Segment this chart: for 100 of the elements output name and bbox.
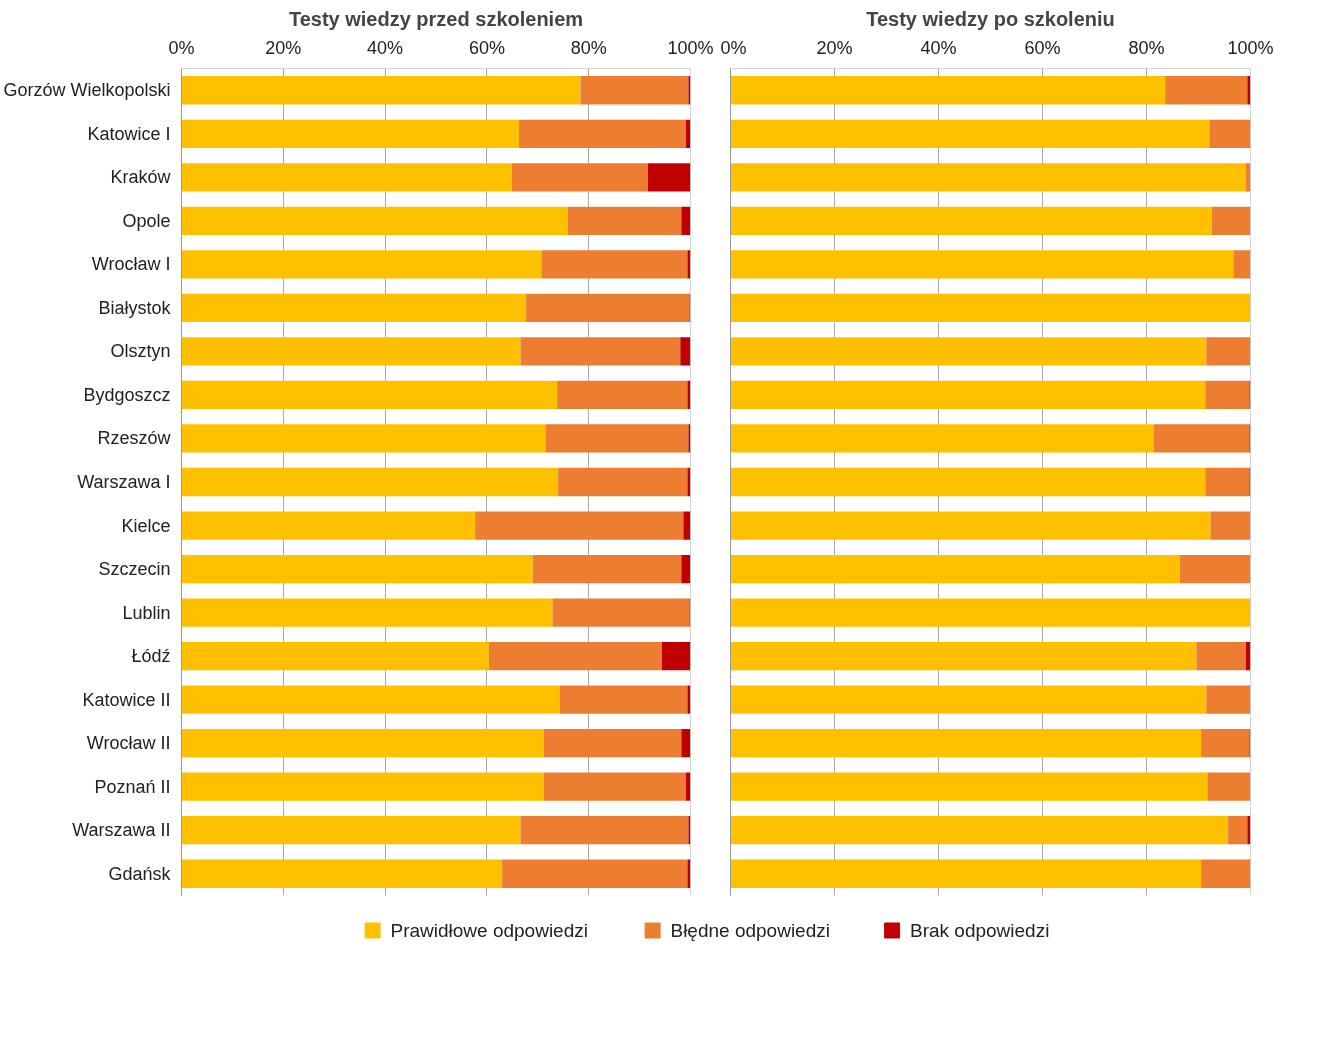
y-tick-label: Kraków xyxy=(110,167,172,188)
bar xyxy=(181,685,560,714)
y-tick-label: Szczecin xyxy=(98,559,171,580)
bar xyxy=(181,554,533,584)
x-tick-label: 40% xyxy=(920,37,957,58)
bar xyxy=(518,119,686,148)
x-tick-label: 0% xyxy=(720,37,747,58)
bar xyxy=(567,206,682,235)
x-tick-label: 80% xyxy=(570,37,607,58)
bar xyxy=(181,467,559,497)
bar xyxy=(730,816,1229,845)
bar xyxy=(545,424,689,453)
chart-title: Testy wiedzy przed szkoleniem xyxy=(288,7,584,30)
bar xyxy=(730,293,1251,323)
x-tick-label: 100% xyxy=(1227,37,1274,58)
bar xyxy=(181,816,521,845)
bar xyxy=(181,119,519,148)
y-tick-label: Opole xyxy=(122,210,171,231)
bar xyxy=(181,511,476,540)
bar xyxy=(543,729,682,758)
bar xyxy=(1196,641,1246,671)
bar xyxy=(730,641,1197,671)
bar xyxy=(181,859,503,888)
bar xyxy=(181,76,581,105)
y-tick-label: Warszawa II xyxy=(72,820,171,841)
bar xyxy=(730,598,1251,627)
x-tick-label: 80% xyxy=(1128,37,1165,58)
bar xyxy=(730,685,1207,714)
bar xyxy=(541,250,688,279)
bar xyxy=(181,598,553,627)
bar xyxy=(181,729,544,758)
bar xyxy=(552,598,690,627)
bar xyxy=(1201,859,1251,888)
bar xyxy=(543,772,686,801)
bar xyxy=(1207,772,1251,801)
bar xyxy=(520,337,681,366)
bar xyxy=(181,641,489,671)
bar xyxy=(181,772,544,801)
bar xyxy=(1233,250,1251,279)
y-tick-label: Gorzów Wielkopolski xyxy=(3,80,171,101)
bar xyxy=(1209,119,1251,148)
bar xyxy=(181,206,568,235)
bar xyxy=(647,163,691,192)
x-tick-label: 20% xyxy=(816,37,853,58)
bar xyxy=(557,380,688,410)
bar xyxy=(730,511,1211,540)
bar xyxy=(662,641,691,671)
bar xyxy=(730,380,1206,410)
bar xyxy=(488,641,662,671)
bar xyxy=(559,685,688,714)
bar xyxy=(680,337,691,366)
legend-label: Prawidłowe odpowiedzi xyxy=(390,920,588,941)
bar xyxy=(730,729,1202,758)
bar xyxy=(1165,76,1248,105)
bar xyxy=(687,859,691,888)
bar xyxy=(730,206,1213,235)
bar xyxy=(1205,380,1250,410)
bar xyxy=(181,250,542,279)
bar xyxy=(681,729,691,758)
x-tick-label: 40% xyxy=(367,37,404,58)
y-tick-label: Wrocław II xyxy=(86,733,171,754)
x-tick-label: 60% xyxy=(1024,37,1061,58)
bar xyxy=(730,163,1246,192)
y-tick-label: Wrocław I xyxy=(91,254,171,275)
bar xyxy=(1179,554,1251,584)
y-tick-label: Gdańsk xyxy=(108,863,172,884)
bar xyxy=(502,859,688,888)
y-tick-label: Katowice II xyxy=(82,689,171,710)
bar xyxy=(730,467,1206,497)
bar xyxy=(1247,816,1251,845)
bar xyxy=(1247,76,1251,105)
y-tick-label: Bydgoszcz xyxy=(83,384,171,405)
bar xyxy=(1205,467,1250,497)
bar xyxy=(730,337,1207,366)
bar xyxy=(181,163,512,192)
bar xyxy=(580,76,689,105)
bar xyxy=(688,76,691,105)
bar xyxy=(1210,511,1251,540)
bar xyxy=(681,554,691,584)
bar xyxy=(1212,206,1251,235)
bar xyxy=(730,250,1234,279)
bar xyxy=(558,467,688,497)
bar xyxy=(181,337,521,366)
x-tick-label: 60% xyxy=(468,37,505,58)
bar xyxy=(687,685,691,714)
bar xyxy=(687,250,691,279)
bar xyxy=(475,511,684,540)
legend-label: Błędne odpowiedzi xyxy=(670,920,830,941)
bar xyxy=(688,424,691,453)
bar xyxy=(511,163,648,192)
legend-label: Brak odpowiedzi xyxy=(909,920,1050,941)
bar xyxy=(688,816,691,845)
y-tick-label: Kielce xyxy=(121,515,171,536)
bar xyxy=(730,76,1166,105)
y-tick-label: Poznań II xyxy=(94,776,171,797)
bar xyxy=(730,424,1154,453)
bar xyxy=(181,293,527,323)
x-tick-label: 100% xyxy=(667,37,714,58)
bar xyxy=(730,554,1180,584)
bar xyxy=(1206,685,1251,714)
